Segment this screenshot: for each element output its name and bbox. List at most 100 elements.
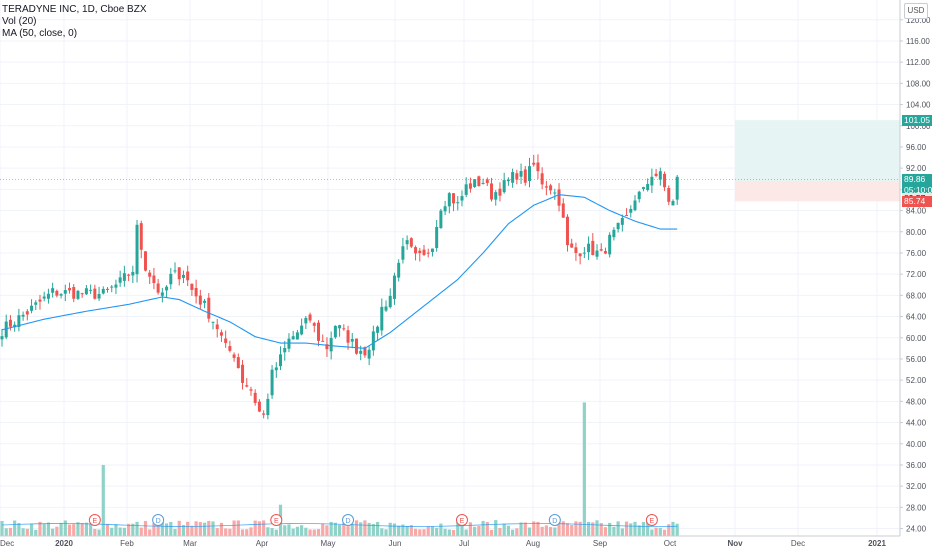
price-tick-label: 84.00 [906, 207, 927, 216]
candle-body [106, 288, 109, 290]
target-price-label: 101.05 [902, 114, 932, 126]
time-tick-label: Mar [183, 539, 197, 548]
candle-body [173, 270, 177, 272]
candle-body [342, 328, 346, 330]
candle-body [354, 338, 358, 354]
bar-countdown-label: 05:10:07 [902, 185, 932, 197]
candle-body [675, 176, 679, 200]
candle-body [553, 192, 557, 194]
candle-body [426, 252, 430, 254]
candle-body [17, 315, 21, 327]
volume-bar [131, 523, 135, 536]
volume-bar [8, 527, 13, 536]
earnings-marker[interactable] [270, 514, 283, 526]
volume-bar [110, 527, 114, 536]
volume-bar [63, 520, 67, 536]
volume-indicator-label[interactable]: Vol (20) [2, 16, 37, 27]
volume-bar [325, 525, 329, 536]
event-marker-label: D [552, 518, 557, 525]
volume-bar [612, 526, 616, 536]
volume-bar [274, 529, 278, 536]
earnings-marker[interactable] [88, 514, 101, 526]
candle-body [468, 183, 472, 189]
event-marker: E [88, 514, 101, 526]
candle-body [228, 346, 232, 351]
candle-body [262, 413, 266, 415]
candle-body [266, 398, 270, 416]
volume-bar [160, 522, 164, 536]
candle-body [557, 189, 561, 206]
volume-bar [481, 520, 485, 536]
volume-bar [591, 522, 595, 536]
volume-bar [350, 523, 354, 536]
candle-body [511, 172, 515, 183]
volume-bar [194, 521, 198, 536]
volume-bar [21, 528, 25, 536]
volume-ma-line [1, 523, 678, 527]
currency-button[interactable]: USD [904, 3, 928, 19]
symbol-title[interactable]: TERADYNE INC, 1D, Cboe BZX [2, 4, 147, 15]
dividend-marker[interactable] [152, 514, 165, 526]
candle-body [80, 293, 84, 295]
event-marker: D [342, 514, 355, 526]
candle-body [473, 179, 477, 188]
candle-body [63, 290, 67, 294]
volume-bar [409, 525, 413, 536]
candle-body [490, 183, 494, 200]
volume-bar [502, 523, 506, 536]
candle-body [612, 229, 616, 238]
volume-bar [283, 525, 287, 536]
volume-bar [413, 528, 418, 536]
volume-bar [637, 525, 641, 536]
candle-body [241, 364, 245, 383]
candle-body [658, 171, 662, 180]
candle-body [177, 267, 181, 280]
volume-bar [29, 523, 34, 536]
volume-bar [152, 523, 156, 536]
candle-body [671, 201, 675, 206]
volume-bar [570, 525, 574, 536]
volume-bar [295, 526, 299, 536]
volume-bar [675, 523, 679, 536]
volume-bar [624, 521, 629, 536]
candle-body [131, 272, 135, 276]
earnings-marker[interactable] [645, 514, 658, 526]
volume-bar [262, 520, 266, 536]
candle-body [215, 324, 219, 330]
candle-body [481, 183, 485, 185]
candle-body [270, 369, 274, 396]
dividend-marker[interactable] [548, 514, 561, 526]
price-tick-label: 104.00 [906, 101, 931, 110]
candle-body [21, 314, 25, 317]
volume-bar [72, 524, 76, 536]
candle-body [279, 354, 283, 367]
dividend-marker[interactable] [342, 514, 355, 526]
candle-body [582, 252, 586, 254]
candle-body [388, 295, 392, 308]
candle-body [198, 295, 202, 305]
candle-body [544, 186, 548, 188]
ma-indicator-label[interactable]: MA (50, close, 0) [2, 28, 78, 39]
volume-bar [143, 520, 148, 536]
candle-body [283, 347, 287, 353]
stop-price-label: 85.74 [902, 195, 932, 207]
candle-body [523, 169, 527, 183]
candle-body [143, 251, 147, 271]
chart-legend: TERADYNE INC, 1D, Cboe BZX Vol (20) MA (… [2, 4, 146, 40]
time-tick-label: Jul [459, 539, 469, 548]
ma50-line [1, 194, 678, 349]
volume-bar [42, 524, 46, 536]
volume-bar [76, 522, 80, 536]
volume-bar [363, 520, 367, 536]
volume-bar [249, 527, 253, 536]
candle-body [118, 277, 122, 283]
earnings-marker[interactable] [455, 514, 468, 526]
volume-bar [127, 523, 131, 536]
candle-body [274, 367, 278, 371]
price-tick-label: 112.00 [906, 58, 930, 67]
price-tick-label: 32.00 [906, 482, 927, 491]
volume-bar [460, 521, 464, 536]
volume-bar [164, 523, 169, 536]
candle-body [127, 274, 131, 276]
